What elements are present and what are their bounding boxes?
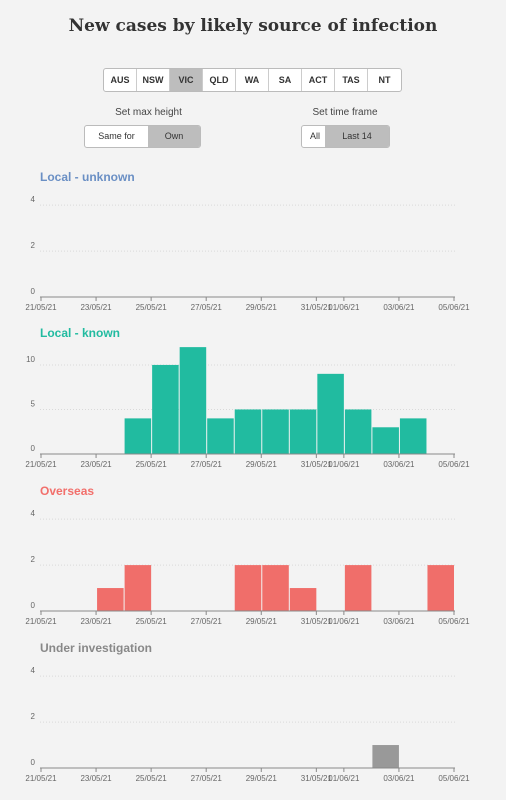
x-tick-label-local-unknown: 31/05/21 [301,303,333,312]
bar-local-known-26-05-21 [152,364,179,454]
bar-overseas-31-05-21 [289,588,317,611]
x-tick-label-overseas: 23/05/21 [80,617,112,626]
x-tick-label-local-known: 21/05/21 [25,460,57,469]
x-tick-label-overseas: 27/05/21 [191,617,223,626]
state-button-qld[interactable]: QLD [203,69,236,91]
x-tick-label-under-investigation: 25/05/21 [136,774,168,783]
state-button-tas[interactable]: TAS [335,69,368,91]
bar-local-known-30-05-21 [262,409,289,454]
state-button-sa[interactable]: SA [269,69,302,91]
bar-overseas-29-05-21 [234,565,262,611]
x-tick-label-under-investigation: 31/05/21 [301,774,333,783]
y-tick-label-local-known: 0 [31,444,36,453]
x-tick-label-overseas: 05/06/21 [438,617,470,626]
max-height-label: Set max height [115,107,182,118]
x-tick-label-overseas: 31/05/21 [301,617,333,626]
y-tick-label-local-unknown: 4 [31,195,36,204]
x-tick-label-local-known: 23/05/21 [80,460,112,469]
panel-title-local-known: Local - known [40,326,120,340]
bar-overseas-30-05-21 [262,565,289,611]
max-height-option-same-for-all[interactable]: Same for all [98,131,135,141]
x-tick-label-overseas: 25/05/21 [136,617,168,626]
bar-overseas-24-05-21 [97,588,124,611]
state-button-act[interactable]: ACT [302,69,335,91]
state-button-nt[interactable]: NT [378,75,391,85]
x-tick-label-local-unknown: 01/06/21 [328,303,360,312]
bar-local-known-02-06-21 [344,409,372,454]
y-tick-label-under-investigation: 0 [31,758,36,767]
y-tick-label-local-unknown: 0 [31,287,36,296]
x-tick-label-under-investigation: 27/05/21 [191,774,223,783]
y-tick-label-local-known: 10 [26,355,35,364]
panel-title-under-investigation: Under investigation [40,641,152,655]
state-button-vic[interactable]: VIC [170,69,203,91]
y-tick-label-overseas: 2 [31,555,36,564]
x-tick-label-local-known: 25/05/21 [136,460,168,469]
x-tick-label-local-unknown: 23/05/21 [80,303,112,312]
state-button-wa[interactable]: WA [236,69,269,91]
x-tick-label-under-investigation: 05/06/21 [438,774,470,783]
bar-local-known-25-05-21 [124,418,152,454]
x-tick-label-under-investigation: 21/05/21 [25,774,57,783]
x-tick-label-local-unknown: 29/05/21 [246,303,278,312]
y-tick-label-local-unknown: 2 [31,241,36,250]
x-tick-label-overseas: 21/05/21 [25,617,57,626]
x-tick-label-under-investigation: 03/06/21 [383,774,415,783]
x-tick-label-local-known: 29/05/21 [246,460,278,469]
x-tick-label-local-unknown: 27/05/21 [191,303,223,312]
time-frame-option-all[interactable]: All [310,131,321,141]
x-tick-label-local-known: 03/06/21 [383,460,415,469]
x-tick-label-under-investigation: 23/05/21 [80,774,112,783]
state-button-aus[interactable]: AUS [104,69,137,91]
x-tick-label-local-unknown: 21/05/21 [25,303,57,312]
time-frame-option-last-14-days[interactable]: Last 14 days [325,126,389,147]
time-frame-toggle: All Last 14 days [301,125,390,148]
y-tick-label-overseas: 4 [31,509,36,518]
panel-title-local-unknown: Local - unknown [40,170,135,184]
x-tick-label-local-known: 05/06/21 [438,460,470,469]
bar-local-known-04-06-21 [399,418,427,454]
x-tick-label-local-unknown: 03/06/21 [383,303,415,312]
bar-local-known-29-05-21 [234,409,262,454]
x-tick-label-local-unknown: 25/05/21 [136,303,168,312]
x-tick-label-local-known: 27/05/21 [191,460,223,469]
x-tick-label-overseas: 01/06/21 [328,617,360,626]
time-frame-label: Set time frame [312,107,378,118]
x-tick-label-local-known: 31/05/21 [301,460,333,469]
x-tick-label-overseas: 29/05/21 [246,617,278,626]
y-tick-label-local-known: 5 [31,399,36,408]
bar-overseas-25-05-21 [124,565,152,611]
bar-overseas-02-06-21 [344,565,372,611]
x-tick-label-under-investigation: 29/05/21 [246,774,278,783]
bar-under-investigation-03-06-21 [372,745,399,768]
panel-title-overseas: Overseas [40,484,94,498]
state-selector: AUS NSW VIC QLD WA SA ACT TAS NT [103,68,402,92]
x-tick-label-under-investigation: 01/06/21 [328,774,360,783]
page-title: New cases by likely source of infection [68,16,438,36]
bar-local-known-01-06-21 [317,373,344,454]
y-tick-label-overseas: 0 [31,601,36,610]
bar-local-known-27-05-21 [179,347,207,454]
max-height-option-own-axis[interactable]: Own axis [148,126,200,147]
y-tick-label-under-investigation: 4 [31,666,36,675]
x-tick-label-local-known: 01/06/21 [328,460,360,469]
x-tick-label-local-unknown: 05/06/21 [438,303,470,312]
x-tick-label-overseas: 03/06/21 [383,617,415,626]
max-height-toggle: Same for all Own axis [84,125,201,148]
bar-local-known-28-05-21 [207,418,234,454]
bar-overseas-05-06-21 [427,565,454,611]
bar-local-known-03-06-21 [372,427,399,454]
y-tick-label-under-investigation: 2 [31,712,36,721]
state-button-nsw[interactable]: NSW [137,69,170,91]
bar-local-known-31-05-21 [289,409,317,454]
